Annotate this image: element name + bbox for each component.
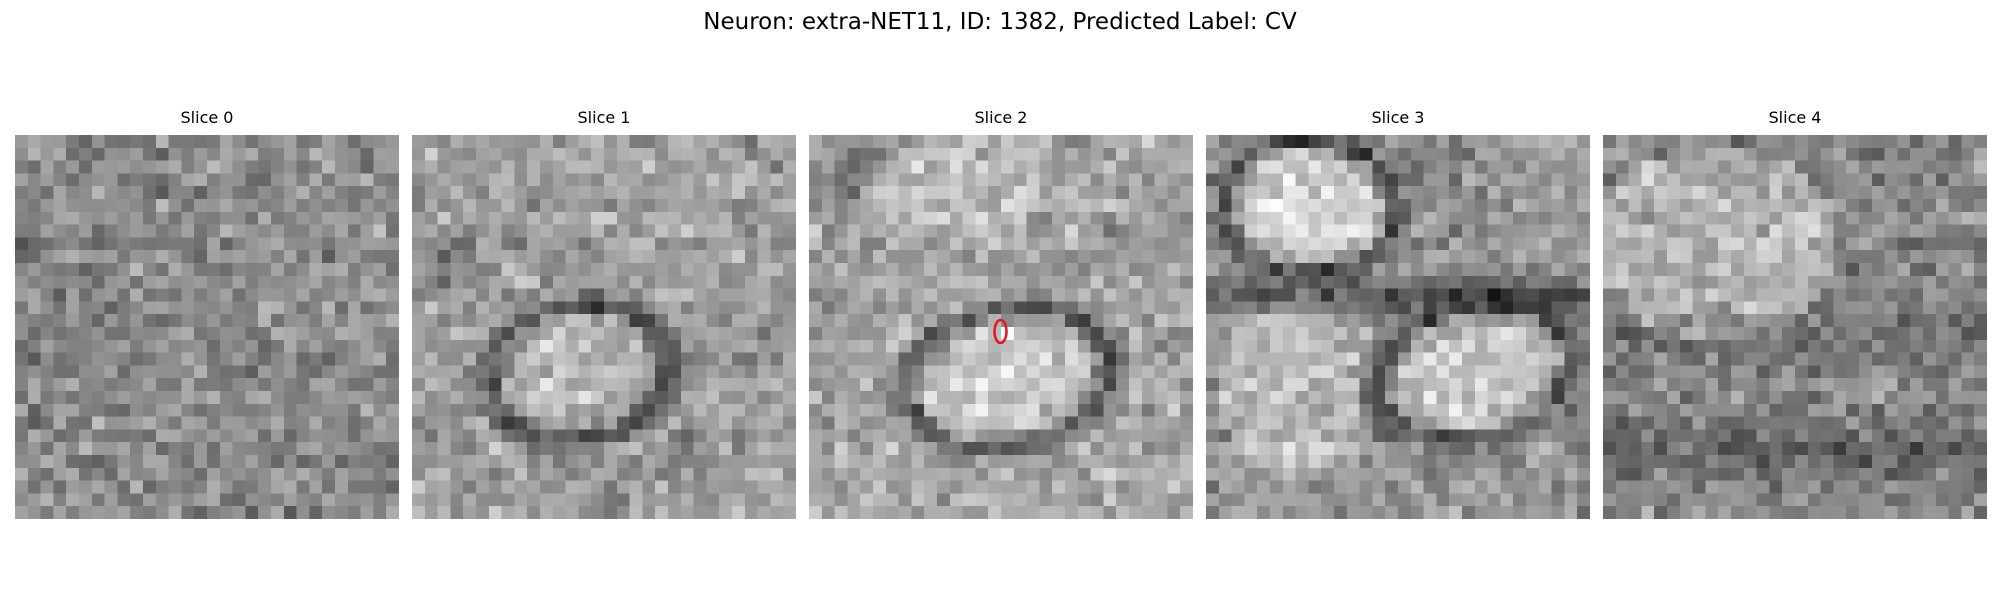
red-marker-ellipse bbox=[993, 318, 1008, 345]
slice-title: Slice 4 bbox=[1768, 108, 1822, 127]
figure-title: Neuron: extra-NET11, ID: 1382, Predicted… bbox=[703, 9, 1297, 35]
slice-image bbox=[1206, 135, 1590, 519]
slice-image bbox=[15, 135, 399, 519]
slice-image bbox=[1603, 135, 1987, 519]
slice-title: Slice 2 bbox=[974, 108, 1028, 127]
slice-title: Slice 3 bbox=[1371, 108, 1425, 127]
slice-image bbox=[412, 135, 796, 519]
slice-title: Slice 1 bbox=[577, 108, 631, 127]
slice-title: Slice 0 bbox=[180, 108, 234, 127]
slice-image bbox=[809, 135, 1193, 519]
